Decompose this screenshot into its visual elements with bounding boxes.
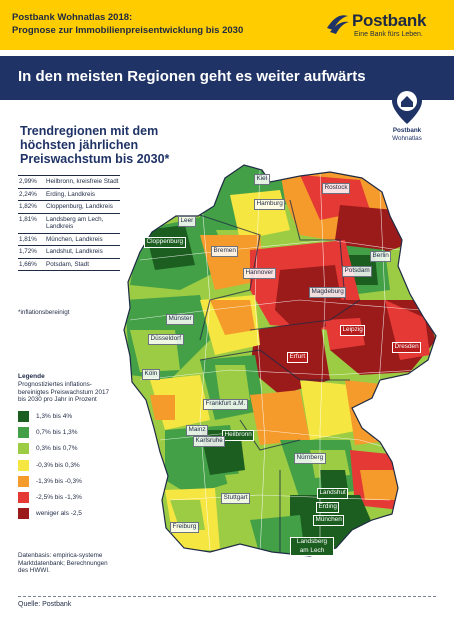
map-legend: Legende Prognostiziertes inflations-bere… — [18, 373, 118, 523]
city-label-magdeburg: Magdeburg — [309, 287, 347, 298]
brand-name: Postbank — [352, 11, 427, 30]
legend-label: -1,3% bis -0,3% — [36, 477, 82, 485]
pin-label: Postbank Wohnatlas — [380, 127, 434, 142]
postbank-logo: Postbank Eine Bank fürs Leben. — [324, 10, 434, 42]
legend-item: 0,3% bis 0,7% — [18, 442, 118, 456]
ranking-value: 2,24% — [19, 190, 37, 198]
ranking-region: Heilbronn, kreisfreie Stadt — [46, 178, 119, 185]
city-label-cloppenburg: Cloppenburg — [144, 237, 186, 248]
ranking-region: München, Landkreis — [46, 235, 103, 243]
legend-item: -1,3% bis -0,3% — [18, 474, 118, 488]
legend-label: -2,5% bis -1,3% — [36, 493, 82, 501]
city-label-koeln: Köln — [142, 369, 160, 380]
legend-swatch — [18, 411, 29, 422]
city-label-karlsruhe: Karlsruhe — [193, 436, 226, 447]
ranking-region: Erding, Landkreis — [46, 190, 96, 198]
legend-label: weniger als -2,5 — [36, 510, 82, 518]
footer-source: Quelle: Postbank — [18, 601, 72, 608]
city-label-muenchen: München — [313, 515, 345, 526]
ranking-value: 1,81% — [19, 235, 37, 243]
location-pin-icon — [392, 86, 422, 124]
city-label-landshut: Landshut — [317, 488, 349, 499]
city-label-kiel: Kiel — [254, 174, 270, 185]
ranking-row: 1,81% Landsberg am Lech, Landkreis — [18, 212, 120, 233]
city-label-heilbronn: Heilbronn — [222, 430, 255, 441]
legend-label: 0,7% bis 1,3% — [36, 429, 78, 437]
legend-item: 1,3% bis 4% — [18, 410, 118, 424]
postbank-mark-icon — [327, 15, 349, 34]
ranking-footnote: *inflationsbereinigt — [18, 309, 70, 316]
city-label-freiburg: Freiburg — [170, 522, 199, 533]
legend-swatch — [18, 427, 29, 439]
city-label-duesseldorf: Düsseldorf — [148, 334, 184, 345]
legend-swatch — [18, 491, 29, 503]
legend-swatch — [18, 508, 29, 520]
city-label-landsberg: Landsberg am Lech — [290, 537, 334, 556]
footer-divider — [18, 596, 436, 597]
ranking-value: 1,82% — [19, 203, 37, 210]
legend-swatch — [18, 443, 29, 455]
legend-item: weniger als -2,5 — [18, 507, 118, 521]
brand-claim: Eine Bank fürs Leben. — [354, 31, 423, 38]
ranking-row: 1,82% Cloppenburg, Landkreis — [18, 200, 120, 213]
pin-label-line1: Postbank — [392, 127, 422, 134]
ranking-row: 1,66% Potsdam, Stadt — [18, 257, 120, 271]
city-label-mainz: Mainz — [186, 425, 209, 436]
header-title-line1: Postbank Wohnatlas 2018: — [12, 12, 133, 23]
header-bar: Postbank Wohnatlas 2018: Prognose zur Im… — [0, 0, 454, 50]
city-label-rostock: Rostock — [322, 183, 351, 194]
ranking-value: 1,81% — [19, 215, 37, 223]
legend-label: -0,3% bis 0,3% — [36, 461, 80, 469]
legend-item: -2,5% bis -1,3% — [18, 490, 118, 504]
ranking-region: Landshut, Landkreis — [46, 248, 103, 255]
legend-label: 0,3% bis 0,7% — [36, 445, 78, 453]
ranking-value: 2,99% — [19, 178, 37, 185]
pin-label-line2: Wohnatlas — [392, 134, 422, 142]
ranking-value: 1,66% — [19, 260, 37, 268]
ranking-title: Trendregionen mit dem höchsten jährliche… — [20, 124, 170, 166]
city-label-muenster: Münster — [166, 314, 195, 325]
ranking-region: Cloppenburg, Landkreis — [46, 203, 113, 210]
map-regions — [124, 165, 436, 556]
city-label-potsdam: Potsdam — [342, 266, 373, 277]
city-label-erfurt: Erfurt — [287, 352, 308, 363]
city-label-erding: Erding — [316, 502, 340, 513]
header-title: Postbank Wohnatlas 2018: Prognose zur Im… — [12, 11, 243, 37]
city-label-stuttgart: Stuttgart — [221, 493, 251, 504]
ranking-row: 2,99% Heilbronn, kreisfreie Stadt — [18, 175, 120, 188]
legend-description: Prognostiziertes inflations-bereinigtes … — [18, 381, 110, 403]
city-label-bremen: Bremen — [211, 246, 239, 257]
city-label-nuernberg: Nürnberg — [294, 453, 326, 464]
city-label-hannover: Hannover — [243, 268, 276, 279]
ranking-row: 2,24% Erding, Landkreis — [18, 187, 120, 200]
ranking-row: 1,72% Landshut, Landkreis — [18, 245, 120, 258]
legend-item: 0,7% bis 1,3% — [18, 426, 118, 440]
city-label-leipzig: Leipzig — [340, 325, 366, 336]
legend-label: 1,3% bis 4% — [36, 413, 73, 420]
city-label-frankfurt: Frankfurt a.M. — [203, 399, 248, 410]
legend-item: -0,3% bis 0,3% — [18, 458, 118, 472]
city-label-leer: Leer — [178, 216, 196, 227]
ranking-table: 2,99% Heilbronn, kreisfreie Stadt 2,24% … — [18, 175, 120, 271]
ranking-region: Landsberg am Lech, Landkreis — [46, 215, 104, 231]
legend-swatch — [18, 459, 29, 471]
city-label-hamburg: Hamburg — [254, 199, 286, 210]
data-source-note: Datenbasis: empirica-systeme Marktdatenb… — [18, 552, 108, 574]
legend-title: Legende — [18, 373, 45, 380]
ranking-row: 1,81% München, Landkreis — [18, 232, 120, 245]
ranking-region: Potsdam, Stadt — [46, 260, 90, 268]
page-title: In den meisten Regionen geht es weiter a… — [18, 68, 366, 85]
ranking-value: 1,72% — [19, 248, 37, 255]
germany-outline — [123, 164, 437, 557]
city-label-dresden: Dresden — [392, 342, 422, 353]
legend-swatch — [18, 475, 29, 487]
title-band: In den meisten Regionen geht es weiter a… — [0, 56, 454, 100]
header-title-line2: Prognose zur Immobilienpreisentwicklung … — [12, 25, 244, 36]
city-label-berlin: Berlin — [370, 251, 392, 262]
